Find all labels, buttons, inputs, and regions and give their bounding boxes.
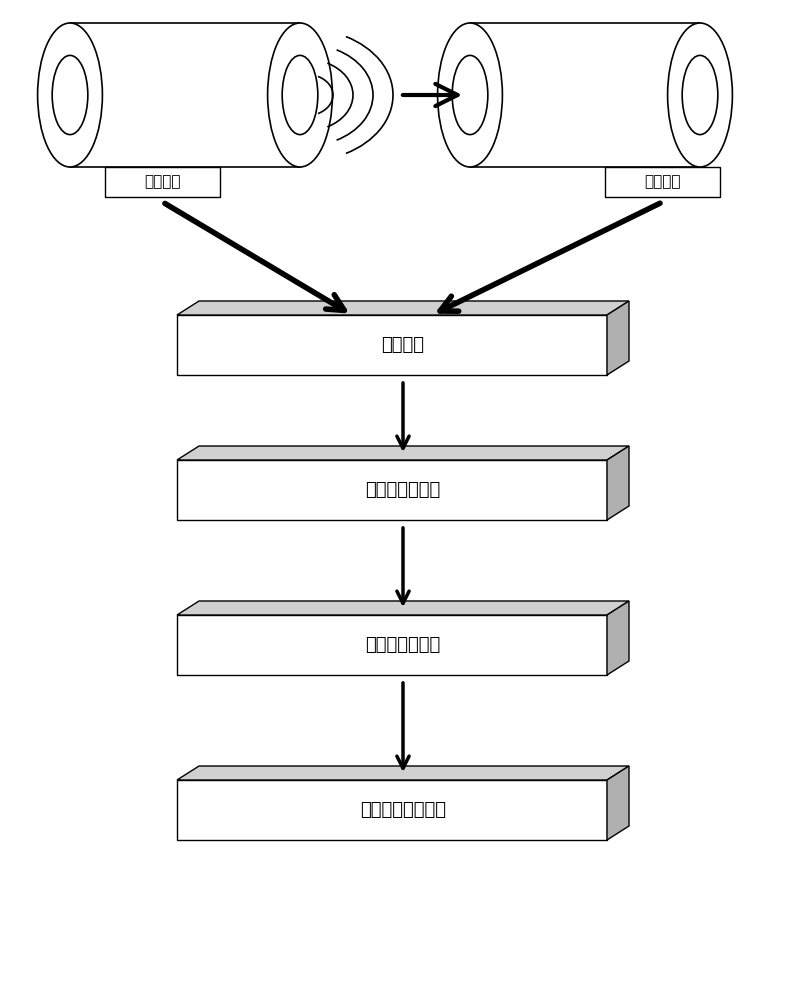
Polygon shape — [70, 23, 300, 167]
Polygon shape — [177, 301, 629, 315]
Ellipse shape — [282, 55, 318, 135]
Text: 煤质特性变化判别: 煤质特性变化判别 — [360, 801, 446, 819]
Polygon shape — [177, 460, 607, 520]
Text: 信号与波形导出: 信号与波形导出 — [365, 481, 440, 499]
Text: 信号放大: 信号放大 — [382, 336, 425, 354]
Polygon shape — [177, 766, 629, 780]
Text: 信号发射: 信号发射 — [144, 174, 181, 190]
Polygon shape — [177, 601, 629, 615]
Polygon shape — [177, 780, 607, 840]
Ellipse shape — [268, 23, 332, 167]
Polygon shape — [177, 446, 629, 460]
Ellipse shape — [38, 23, 102, 167]
Polygon shape — [607, 446, 629, 520]
Polygon shape — [607, 301, 629, 375]
Polygon shape — [177, 615, 607, 675]
Polygon shape — [607, 766, 629, 840]
FancyBboxPatch shape — [105, 167, 220, 197]
Ellipse shape — [52, 55, 88, 135]
FancyBboxPatch shape — [605, 167, 720, 197]
Text: 传播与衰减分析: 传播与衰减分析 — [365, 636, 440, 654]
Polygon shape — [177, 315, 607, 375]
Text: 信号接收: 信号接收 — [644, 174, 681, 190]
Ellipse shape — [452, 55, 487, 135]
Ellipse shape — [437, 23, 502, 167]
Polygon shape — [470, 23, 700, 167]
Polygon shape — [607, 601, 629, 675]
Ellipse shape — [667, 23, 732, 167]
Ellipse shape — [682, 55, 717, 135]
